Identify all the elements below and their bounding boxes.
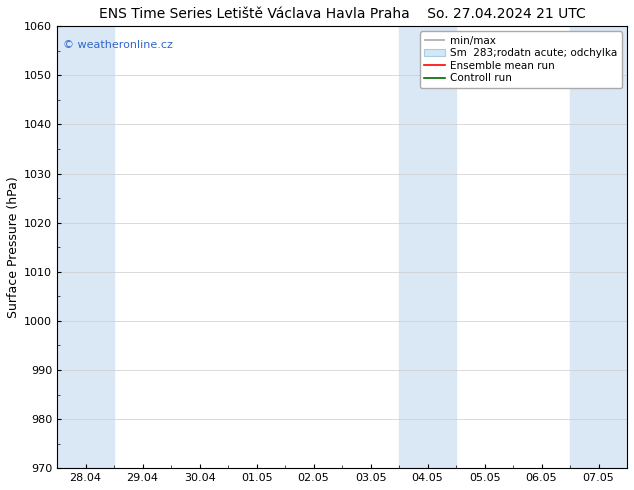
Y-axis label: Surface Pressure (hPa): Surface Pressure (hPa) bbox=[7, 176, 20, 318]
Bar bbox=[570, 26, 627, 468]
Bar bbox=[399, 26, 456, 468]
Title: ENS Time Series Letiště Václava Havla Praha    So. 27.04.2024 21 UTC: ENS Time Series Letiště Václava Havla Pr… bbox=[99, 7, 585, 21]
Bar bbox=[57, 26, 114, 468]
Legend: min/max, Sm  283;rodatn acute; odchylka, Ensemble mean run, Controll run: min/max, Sm 283;rodatn acute; odchylka, … bbox=[420, 31, 622, 88]
Text: © weatheronline.cz: © weatheronline.cz bbox=[63, 40, 172, 49]
